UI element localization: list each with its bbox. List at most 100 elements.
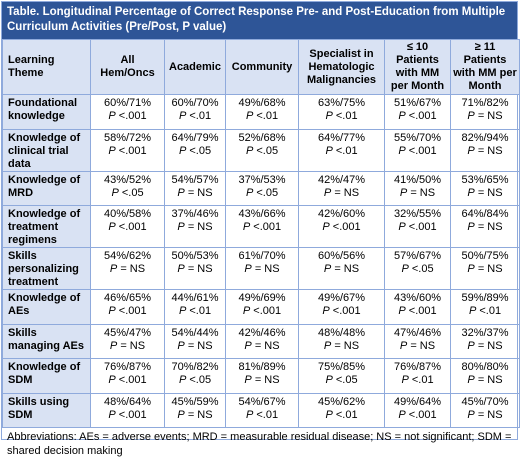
p-value: P <.001 [91, 409, 164, 422]
p-value: P <.01 [299, 110, 384, 123]
column-header-theme: Learning Theme [2, 39, 91, 95]
pre-post-percentage: 63%/75% [317, 97, 366, 109]
data-cell: 50%/75% P = NS [450, 247, 520, 290]
p-value-text: <.05 [189, 374, 212, 386]
p-value-text: <.01 [335, 408, 358, 421]
p-value-text: <.05 [335, 374, 358, 386]
data-cell: 46%/65% P <.001 [90, 289, 165, 325]
p-value: P = NS [226, 263, 298, 276]
p-symbol: P [467, 408, 475, 421]
p-value-text: <.001 [118, 374, 147, 386]
data-cell: 70%/82% P <.05 [164, 358, 226, 394]
data-cell: 37%/53% P <.05 [225, 170, 299, 206]
p-symbol: P [467, 110, 475, 122]
p-value: P <.05 [226, 145, 298, 158]
table-row: Skills personalizing treatment 54%/62% P =… [2, 247, 520, 290]
header-row: Learning Theme All Hem/Oncs Academic Commun… [2, 39, 520, 95]
p-value: P = NS [451, 221, 519, 234]
pre-post-percentage: 75%/85% [317, 361, 366, 373]
data-cell: 57%/67% P <.05 [384, 247, 451, 290]
p-value-text: <.001 [332, 221, 361, 233]
p-symbol: P [399, 186, 408, 199]
pre-post-percentage: 55%/70% [393, 131, 442, 144]
p-symbol: P [323, 186, 332, 199]
data-cell: 45%/47% P = NS [90, 323, 165, 359]
p-value: P = NS [226, 374, 298, 387]
data-cell: 63%/75% P <.01 [298, 94, 385, 130]
pre-post-percentage: 64%/84% [461, 208, 509, 220]
p-symbol: P [325, 374, 333, 386]
p-value-text: = NS [187, 186, 213, 199]
column-header: Specialist in Hematologic Malignancies [298, 39, 385, 95]
pre-post-percentage: 60%/70% [171, 97, 219, 109]
data-cell: 52%/68% P <.05 [225, 128, 299, 172]
p-value-text: <.001 [408, 305, 437, 317]
pre-post-percentage: 42%/46% [238, 326, 286, 339]
p-symbol: P [242, 221, 251, 233]
pre-post-percentage: 43%/60% [393, 292, 442, 304]
row-theme-label: Foundational knowledge [2, 94, 91, 130]
p-value: P = NS [451, 409, 519, 422]
p-value-text: = NS [334, 263, 360, 275]
row-theme-label: Knowledge of MRD [2, 170, 91, 206]
data-cell: 50%/53% P = NS [164, 247, 226, 290]
p-value: P <.01 [299, 145, 384, 158]
abbreviations-note: Abbreviations: AEs = adverse events; MRD… [7, 431, 512, 457]
p-symbol: P [177, 186, 185, 199]
pre-post-percentage: 54%/57% [171, 173, 219, 186]
p-value: P <.001 [91, 221, 164, 234]
p-value-text: = NS [477, 374, 503, 386]
p-value-text: = NS [334, 339, 360, 352]
p-value: P <.01 [299, 409, 384, 422]
p-symbol: P [244, 263, 252, 275]
pre-post-percentage: 51%/67% [393, 97, 442, 109]
p-value: P <.05 [385, 263, 450, 276]
pre-post-percentage: 54%/67% [238, 395, 286, 408]
pre-post-percentage: 60%/56% [317, 250, 366, 262]
p-value: P = NS [165, 263, 225, 276]
data-cell: 49%/68% P <.01 [225, 94, 299, 130]
data-cell: 80%/80% P = NS [450, 358, 520, 394]
p-value-text: = NS [254, 263, 280, 275]
p-value-text: <.01 [479, 305, 502, 317]
pre-post-percentage: 40%/58% [103, 208, 152, 220]
p-value-text: <.001 [332, 305, 361, 317]
p-value-text: <.01 [256, 408, 279, 421]
table-row: Knowledge of MRD 43%/52% P <.05 54%/57% P = … [2, 170, 520, 206]
p-symbol: P [467, 374, 475, 386]
row-theme-label: Knowledge of AEs [2, 289, 91, 325]
p-symbol: P [467, 144, 475, 157]
p-value-text: = NS [187, 339, 213, 352]
p-value-text: = NS [410, 186, 436, 199]
data-cell: 51%/67% P <.001 [384, 94, 451, 130]
p-value: P = NS [385, 187, 450, 200]
p-symbol: P [108, 408, 116, 421]
p-value: P <.01 [451, 305, 519, 318]
row-theme-label: Skills managing AEs [2, 323, 91, 359]
pre-post-percentage: 48%/64% [103, 395, 152, 408]
pre-post-percentage: 76%/87% [393, 361, 442, 373]
p-symbol: P [398, 144, 406, 157]
pre-post-percentage: 54%/44% [171, 326, 219, 339]
pre-post-percentage: 49%/67% [317, 292, 366, 304]
p-symbol: P [245, 144, 254, 157]
column-header: ≥ 11 Patients with MM per Month [450, 39, 520, 95]
pre-post-percentage: 57%/67% [393, 250, 442, 262]
p-value-text: <.001 [118, 408, 147, 421]
p-symbol: P [325, 144, 333, 157]
pre-post-percentage: 64%/79% [171, 131, 219, 144]
data-cell: 40%/58% P <.001 [90, 205, 165, 248]
data-cell: 43%/52% P <.05 [90, 170, 165, 206]
p-symbol: P [325, 110, 333, 122]
pre-post-percentage: 70%/82% [171, 361, 219, 373]
p-value: P = NS [451, 110, 519, 123]
p-value-text: <.001 [253, 305, 282, 317]
column-header: ≤ 10 Patients with MM per Month [384, 39, 451, 95]
p-symbol: P [467, 263, 475, 275]
data-cell: 32%/55% P <.001 [384, 205, 451, 248]
p-symbol: P [399, 339, 408, 352]
pre-post-percentage: 48%/48% [317, 326, 366, 339]
p-value-text: <.05 [256, 144, 279, 157]
p-value-text: <.05 [189, 144, 212, 157]
p-symbol: P [398, 221, 406, 233]
